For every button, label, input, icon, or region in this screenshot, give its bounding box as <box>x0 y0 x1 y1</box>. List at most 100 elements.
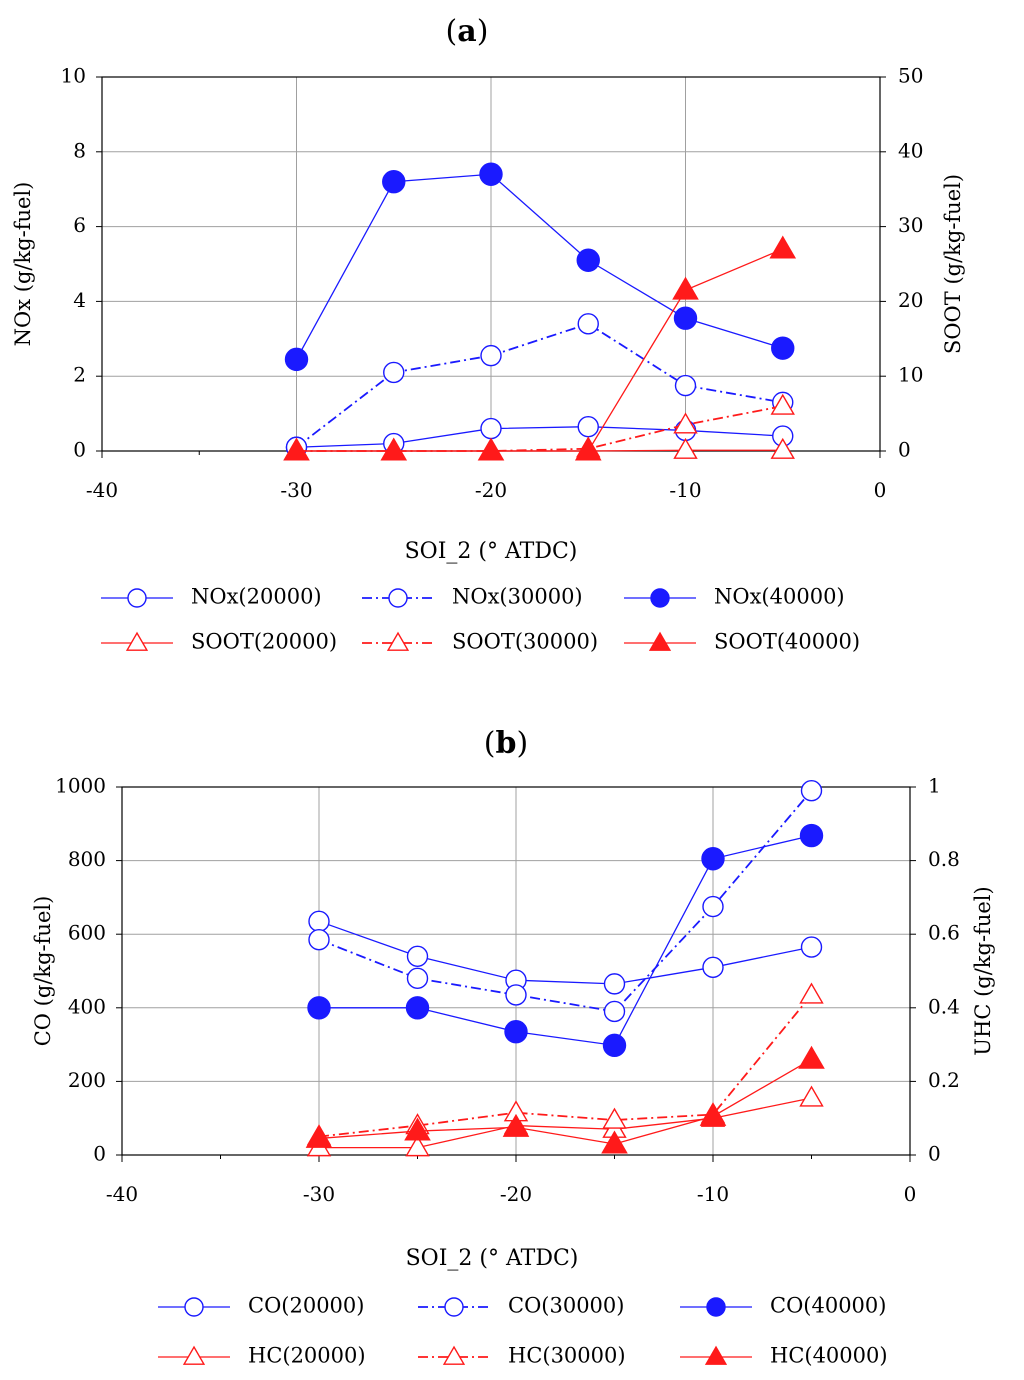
data-point <box>603 973 626 995</box>
data-point <box>406 945 429 967</box>
data-point <box>405 996 430 1020</box>
legend-item: CO(20000) <box>158 1294 364 1318</box>
data-point <box>673 437 698 459</box>
data-point <box>601 1130 628 1154</box>
y2-tick-label: 10 <box>898 363 923 387</box>
legend-marker <box>127 588 147 608</box>
data-point <box>672 276 699 300</box>
legend-item: NOx(30000) <box>362 585 583 609</box>
legend-marker <box>650 588 670 608</box>
legend-marker <box>442 1345 466 1365</box>
y2-tick-label: 50 <box>898 64 923 88</box>
data-point <box>406 967 429 990</box>
panel-title-part: ( <box>484 726 496 761</box>
data-point <box>674 374 697 397</box>
series-SOOT(40000) <box>283 235 797 461</box>
panel-title-part: ( <box>446 14 458 49</box>
legend-item: CO(40000) <box>680 1294 886 1318</box>
y-tick-label: 200 <box>68 1068 106 1092</box>
legend-marker <box>182 1345 206 1365</box>
data-point <box>479 162 503 186</box>
legend-item: HC(20000) <box>158 1344 366 1368</box>
y-tick-label: 0 <box>73 438 86 462</box>
series-line <box>319 834 812 1047</box>
legend-label: CO(30000) <box>508 1294 624 1318</box>
data-point <box>574 437 602 461</box>
data-point <box>383 361 405 384</box>
series-line <box>318 790 813 1013</box>
data-point <box>308 910 330 933</box>
legend-label: CO(40000) <box>770 1294 886 1318</box>
x-axis-label: SOI_2 (° ATDC) <box>406 1246 579 1271</box>
legend-marker <box>704 1345 728 1365</box>
x-tick-label: 0 <box>904 1182 917 1206</box>
chart-panel-a: (a)-40 -30 -20 -10 0024681001020304050SOI_2 … <box>11 14 965 654</box>
data-point <box>505 984 527 1006</box>
series-line <box>295 322 783 448</box>
y2-tick-label: 0.8 <box>928 847 960 871</box>
data-point <box>283 437 310 461</box>
series-CO(20000) <box>308 910 823 995</box>
x-tick-label: -30 <box>303 1182 335 1206</box>
series-line <box>296 426 783 448</box>
legend-label: HC(30000) <box>508 1344 626 1368</box>
panel-title-part: b <box>496 726 517 761</box>
y-tick-label: 800 <box>68 847 106 871</box>
y-axis-label: NOx (g/kg-fuel) <box>11 182 35 347</box>
data-point <box>380 437 408 461</box>
data-point <box>480 417 502 440</box>
data-point <box>404 1117 431 1141</box>
legend-label: SOOT(30000) <box>452 630 598 654</box>
x-tick-label: -20 <box>475 478 507 502</box>
panel-title: (a) <box>446 14 489 49</box>
data-point <box>305 1124 333 1148</box>
y-tick-label: 1000 <box>55 774 106 798</box>
legend-label: NOx(30000) <box>452 585 583 609</box>
data-point <box>799 823 824 848</box>
data-point <box>800 936 823 958</box>
y2-tick-label: 20 <box>898 288 923 312</box>
legend-marker <box>388 588 408 608</box>
data-point <box>702 895 724 918</box>
data-point <box>702 956 724 979</box>
y2-tick-label: 30 <box>898 213 923 237</box>
series-CO(40000) <box>307 823 824 1058</box>
y-tick-label: 10 <box>61 64 86 88</box>
legend-item: SOOT(20000) <box>101 630 337 654</box>
panel-title-part: ) <box>477 14 489 49</box>
data-point <box>480 344 502 367</box>
series-NOx(30000) <box>285 313 794 458</box>
y-tick-label: 400 <box>68 994 106 1018</box>
legend-item: NOx(20000) <box>101 585 322 609</box>
legend-label: SOOT(20000) <box>191 630 337 654</box>
data-point <box>576 248 600 272</box>
series-CO(30000) <box>308 779 823 1023</box>
x-tick-label: -40 <box>86 478 118 502</box>
y2-tick-label: 40 <box>898 138 923 162</box>
data-point <box>771 336 795 360</box>
y-tick-label: 6 <box>73 213 86 237</box>
series-NOx(40000) <box>284 162 795 372</box>
legend-label: NOx(40000) <box>714 585 845 609</box>
legend-marker <box>648 631 672 651</box>
legend-label: HC(20000) <box>248 1344 366 1368</box>
panel-title-part: ) <box>516 726 528 761</box>
series-line <box>318 994 813 1138</box>
x-tick-label: 0 <box>874 478 887 502</box>
data-point <box>799 1085 824 1107</box>
data-point <box>673 412 698 434</box>
series-line <box>318 920 812 985</box>
data-point <box>769 235 797 259</box>
data-point <box>405 1135 430 1157</box>
data-point <box>602 1033 627 1058</box>
y2-axis-label: UHC (g/kg-fuel) <box>971 886 995 1055</box>
data-point <box>699 1102 727 1126</box>
panel-title: (b) <box>484 726 528 761</box>
legend-item: CO(30000) <box>418 1294 624 1318</box>
data-point <box>382 170 406 194</box>
series-line <box>319 1097 812 1149</box>
legend-item: NOx(40000) <box>624 585 845 609</box>
legend-marker <box>706 1297 726 1317</box>
x-tick-label: -30 <box>280 478 312 502</box>
